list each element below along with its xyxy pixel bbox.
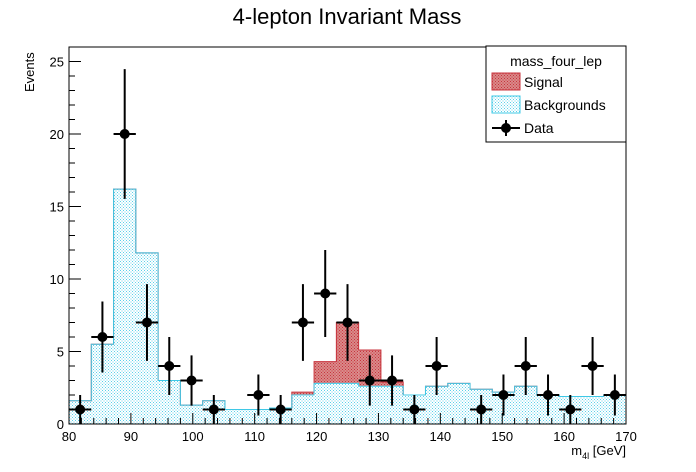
x-tick-label: 120 <box>306 429 328 444</box>
background-bar <box>581 396 604 424</box>
legend-label-signal: Signal <box>524 74 563 90</box>
data-point <box>202 395 225 424</box>
y-axis-ticks: 0 5 10 15 20 25 <box>50 46 81 432</box>
legend: mass_four_lep Signal Backgrounds Data <box>485 45 627 143</box>
background-bar <box>158 380 181 424</box>
legend-swatch-backgrounds <box>491 95 521 114</box>
data-point <box>536 374 560 416</box>
data-point <box>380 355 404 406</box>
data-point <box>581 337 604 395</box>
data-point <box>492 374 515 416</box>
y-tick-label: 0 <box>57 417 64 432</box>
x-axis-label-sub: 4l <box>582 451 589 461</box>
legend-label-backgrounds: Backgrounds <box>524 97 606 113</box>
background-bar <box>291 395 315 424</box>
data-point <box>470 395 493 424</box>
data-point <box>113 69 136 199</box>
x-tick-label: 170 <box>615 429 637 444</box>
y-tick-label: 25 <box>50 55 64 70</box>
background-bar <box>91 344 114 424</box>
data-points-layer <box>69 69 626 424</box>
data-point <box>603 374 626 416</box>
x-axis-label-unit: [GeV] <box>589 443 626 458</box>
data-point <box>358 355 381 406</box>
background-bar <box>247 409 270 424</box>
signal-bar <box>314 361 337 384</box>
background-bar <box>113 189 136 424</box>
background-bar <box>447 383 471 424</box>
x-tick-label: 160 <box>553 429 575 444</box>
legend-marker-data <box>492 120 520 136</box>
data-point <box>91 301 114 373</box>
legend-swatch-signal <box>491 72 521 91</box>
background-bar <box>224 409 248 424</box>
x-axis-label: m4l [GeV] <box>571 443 626 461</box>
chart-title: 4-lepton Invariant Mass <box>233 4 462 29</box>
data-point <box>135 284 159 361</box>
data-point <box>314 250 337 337</box>
data-point <box>247 374 270 416</box>
y-tick-label: 15 <box>50 200 64 215</box>
plot-area: 80 90 100 110 120 130 140 150 160 170 0 5 10 15 20 25 <box>50 46 637 444</box>
legend-label-data: Data <box>524 120 554 136</box>
y-tick-label: 5 <box>57 345 64 360</box>
data-point <box>559 395 582 424</box>
data-point <box>158 337 181 395</box>
y-tick-label: 20 <box>50 127 64 142</box>
data-point <box>291 284 315 361</box>
data-point <box>336 284 359 361</box>
background-bar <box>314 383 337 424</box>
x-tick-label: 80 <box>62 429 76 444</box>
data-point <box>403 395 426 424</box>
data-point <box>425 337 448 395</box>
x-tick-label: 140 <box>429 429 451 444</box>
background-bar <box>336 383 359 424</box>
x-tick-label: 130 <box>368 429 390 444</box>
x-axis-ticks: 80 90 100 110 120 130 140 150 160 170 <box>62 413 637 444</box>
x-tick-label: 150 <box>491 429 513 444</box>
signal-bar <box>291 392 315 395</box>
y-tick-label: 10 <box>50 272 64 287</box>
data-point <box>180 355 203 406</box>
background-outline <box>68 188 627 424</box>
background-bar <box>180 405 203 424</box>
x-tick-label: 100 <box>182 429 204 444</box>
y-axis-label: Events <box>22 52 37 92</box>
background-bar <box>514 386 537 424</box>
legend-title: mass_four_lep <box>510 53 602 69</box>
data-point <box>269 395 292 424</box>
background-bar <box>425 386 448 424</box>
x-tick-label: 110 <box>244 429 265 444</box>
data-point <box>514 337 537 395</box>
x-axis-label-main: m <box>571 443 582 458</box>
x-tick-label: 90 <box>124 429 138 444</box>
